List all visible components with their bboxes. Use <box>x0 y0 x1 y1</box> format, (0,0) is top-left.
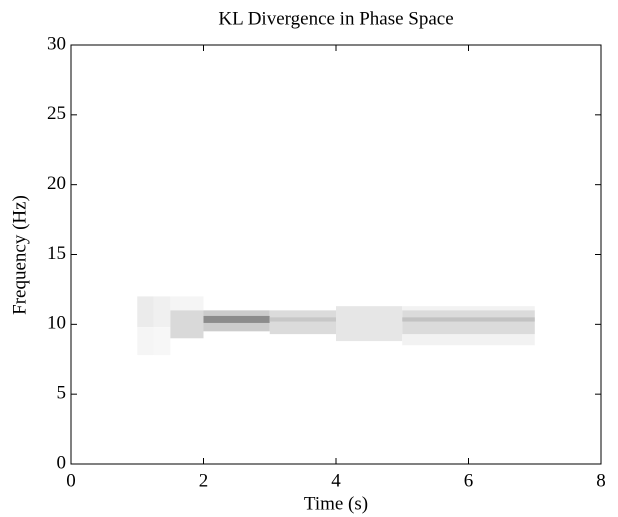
heatmap-cell <box>153 296 171 328</box>
y-tick-label: 15 <box>47 243 66 264</box>
x-axis-label: Time (s) <box>304 493 368 514</box>
heatmap-cell <box>170 310 204 339</box>
heatmap-cell <box>402 317 535 322</box>
x-tick-label: 0 <box>66 470 76 491</box>
y-tick-label: 30 <box>47 33 66 54</box>
heatmap-cell <box>170 296 204 311</box>
y-tick-label: 0 <box>57 452 67 473</box>
heatmap-cell <box>203 315 270 323</box>
y-axis-label: Frequency (Hz) <box>9 195 30 315</box>
heatmap-cell <box>269 317 336 322</box>
y-tick-label: 5 <box>57 383 67 404</box>
x-tick-label: 2 <box>199 470 209 491</box>
chart-title: KL Divergence in Phase Space <box>218 8 453 29</box>
x-tick-label: 6 <box>464 470 474 491</box>
x-tick-label: 4 <box>331 470 341 491</box>
x-tick-label: 8 <box>596 470 606 491</box>
y-tick-label: 20 <box>47 173 66 194</box>
heatmap-cell <box>153 327 171 356</box>
heatmap-cell <box>137 327 154 356</box>
heatmap <box>137 296 535 356</box>
heatmap-cell <box>402 310 535 335</box>
y-tick-label: 10 <box>47 313 66 334</box>
heatmap-cell <box>336 306 403 342</box>
plot-frame <box>70 44 602 465</box>
heatmap-cell <box>137 296 154 328</box>
y-tick-label: 25 <box>47 103 66 124</box>
heatmap-cell <box>269 310 336 335</box>
